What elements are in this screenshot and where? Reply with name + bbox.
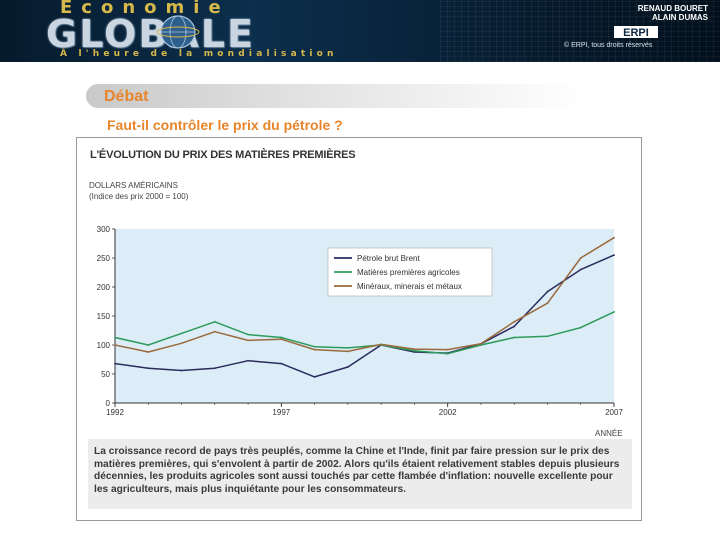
- y-tick-label: 200: [97, 283, 111, 292]
- data-point: [313, 376, 316, 378]
- data-point: [114, 362, 116, 365]
- data-point: [280, 362, 283, 365]
- data-point: [346, 347, 349, 349]
- data-point: [579, 326, 582, 329]
- price-chart: 0 50 100 150 200 250 300 1992 1997 2002 2007 Pétrol…: [97, 225, 624, 417]
- publisher-logo: ERPI: [614, 26, 658, 38]
- data-point: [613, 311, 615, 313]
- banner-texture: [440, 0, 720, 62]
- y-tick-label: 300: [97, 225, 111, 234]
- y-tick-label: 50: [101, 370, 110, 379]
- data-point: [280, 336, 283, 339]
- y-tick-label: 150: [97, 312, 111, 321]
- data-point: [180, 332, 183, 335]
- banner-tagline: À l'heure de la mondialisation: [60, 49, 338, 59]
- data-point: [114, 344, 116, 346]
- data-point: [446, 352, 449, 355]
- x-tick-label: 2002: [439, 408, 457, 417]
- data-point: [579, 257, 582, 259]
- legend-box: [327, 247, 493, 297]
- data-point: [180, 342, 183, 345]
- data-point: [546, 302, 549, 305]
- header-banner: Économie GLOBALE À l'heure de la mondial…: [0, 0, 720, 62]
- data-point: [513, 336, 516, 339]
- data-point: [213, 320, 216, 323]
- data-point: [346, 350, 349, 353]
- x-tick-label: 1997: [272, 408, 290, 417]
- data-point: [213, 330, 216, 333]
- y-tick-label: 100: [97, 341, 111, 350]
- data-point: [147, 344, 150, 346]
- y-axis-label: DOLLARS AMÉRICAINS: [89, 181, 178, 190]
- data-point: [313, 345, 316, 348]
- data-point: [413, 348, 416, 350]
- data-point: [513, 325, 516, 328]
- data-point: [446, 348, 449, 351]
- data-point: [180, 369, 183, 372]
- figure-box: L'ÉVOLUTION DU PRIX DES MATIÈRES PREMIÈR…: [76, 137, 642, 521]
- data-point: [247, 359, 249, 362]
- x-tick-label: 2007: [605, 408, 623, 417]
- data-point: [513, 320, 516, 323]
- banner-title: GLOBALE: [46, 12, 255, 56]
- data-point: [546, 290, 549, 293]
- copyright-notice: © ERPI, tous droits réservés: [564, 42, 653, 49]
- globe-icon: [156, 15, 200, 49]
- data-point: [480, 342, 482, 345]
- legend-label: Pétrole brut Brent: [357, 254, 420, 263]
- data-point: [546, 335, 549, 338]
- data-point: [613, 254, 615, 256]
- y-tick-label: 250: [97, 254, 111, 263]
- data-point: [579, 268, 582, 271]
- authors: RENAUD BOURET ALAIN DUMAS: [638, 4, 708, 22]
- series-line-1: [114, 254, 615, 378]
- banner-top-word: Économie: [60, 0, 230, 18]
- data-point: [413, 349, 416, 352]
- legend-label: Minéraux, minerais et métaux: [357, 282, 462, 291]
- author-name: ALAIN DUMAS: [652, 13, 708, 22]
- legend-label: Matières premières agricoles: [357, 268, 460, 277]
- section-bar: [86, 84, 586, 108]
- series-line-2: [114, 311, 615, 355]
- publisher-logo-text: ERPI: [623, 27, 649, 38]
- x-tick-label: 1992: [106, 408, 124, 417]
- x-axis-label: ANNÉE: [595, 429, 623, 438]
- data-point: [213, 367, 216, 370]
- data-point: [147, 367, 150, 370]
- data-point: [147, 351, 150, 353]
- data-point: [313, 348, 316, 351]
- section-title: Débat: [104, 88, 149, 105]
- data-point: [280, 338, 283, 341]
- data-point: [346, 366, 349, 368]
- data-point: [247, 333, 249, 336]
- data-point: [613, 236, 615, 239]
- y-axis-sublabel: (Indice des prix 2000 = 100): [89, 192, 189, 201]
- chart-title: L'ÉVOLUTION DU PRIX DES MATIÈRES PREMIÈR…: [90, 149, 356, 161]
- debate-question: Faut-il contrôler le prix du pétrole ?: [107, 117, 343, 133]
- y-tick-label: 0: [106, 399, 111, 408]
- data-point: [247, 339, 249, 342]
- series-line-3: [114, 237, 615, 353]
- data-point: [114, 336, 116, 339]
- data-point: [380, 343, 383, 346]
- author-name: RENAUD BOURET: [637, 4, 708, 13]
- figure-caption: La croissance record de pays très peuplé…: [88, 439, 632, 509]
